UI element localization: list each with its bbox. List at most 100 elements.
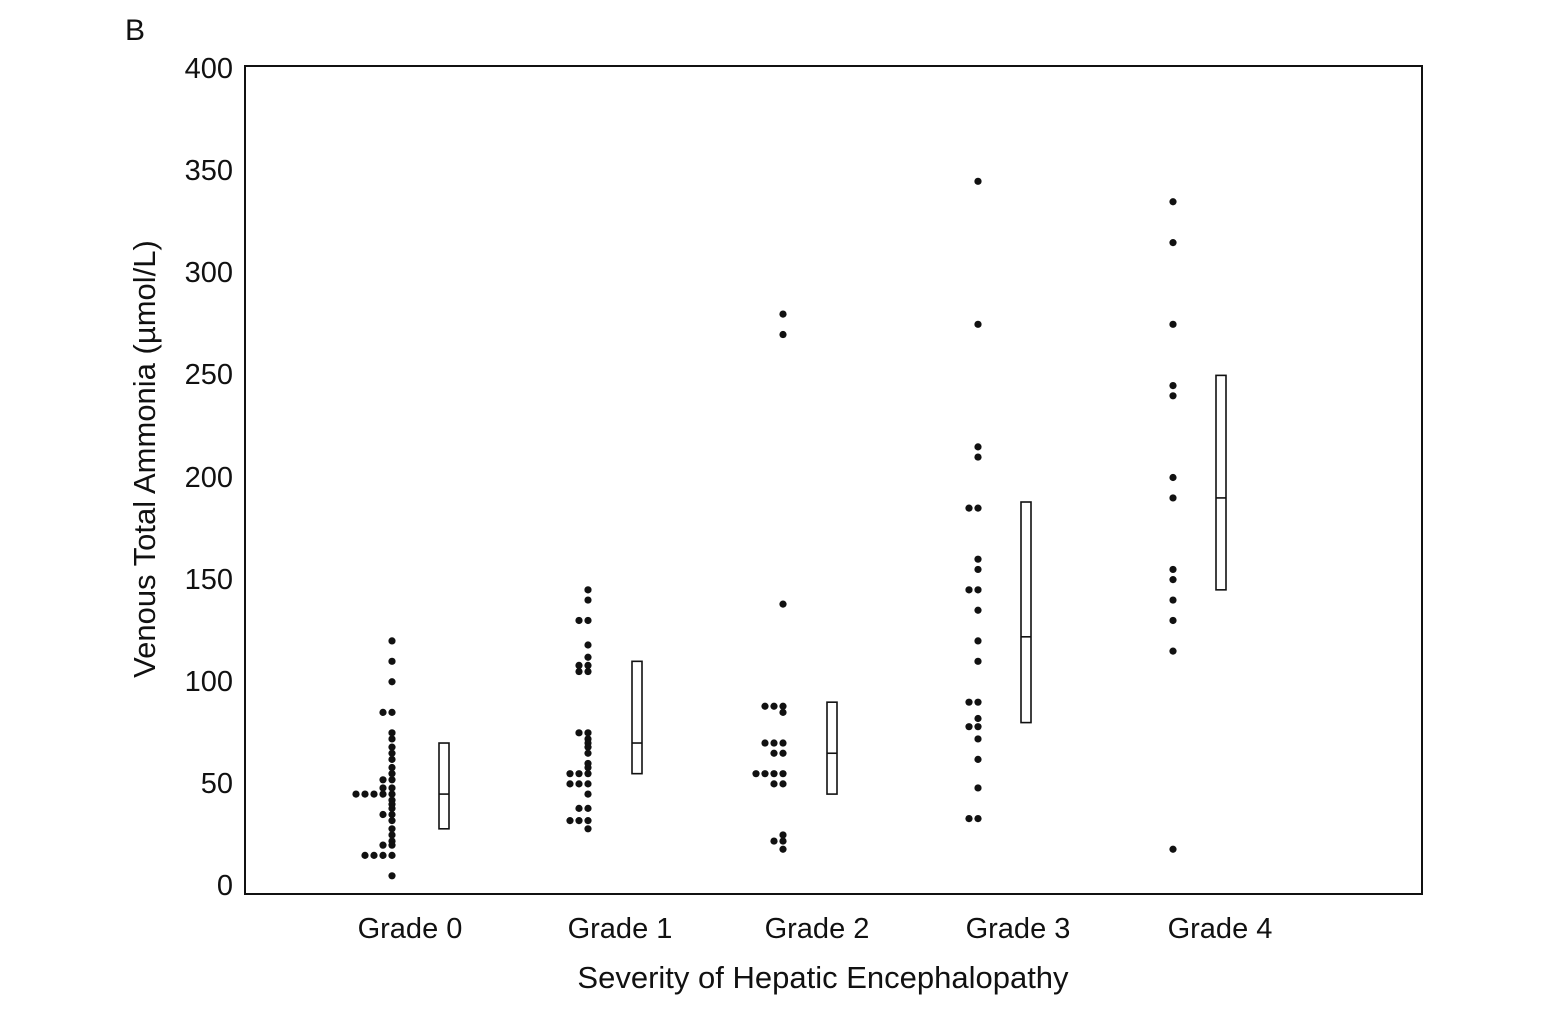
data-point xyxy=(974,320,982,328)
data-point xyxy=(974,453,982,461)
data-point xyxy=(974,443,982,451)
y-tick-label: 0 xyxy=(216,870,233,902)
data-point xyxy=(974,504,982,512)
x-tick-label: Grade 0 xyxy=(357,913,463,945)
data-point xyxy=(779,600,787,608)
data-point xyxy=(779,330,787,339)
range-box xyxy=(438,742,450,830)
data-point xyxy=(566,817,574,825)
data-point xyxy=(379,790,387,798)
data-point xyxy=(584,667,592,676)
data-point xyxy=(370,851,378,859)
data-point xyxy=(361,790,369,798)
data-point xyxy=(779,739,787,747)
data-point xyxy=(584,661,592,670)
data-point xyxy=(584,804,592,812)
data-point xyxy=(1169,845,1177,853)
data-point xyxy=(575,616,583,625)
y-tick-label: 300 xyxy=(184,257,233,290)
x-axis-label: Severity of Hepatic Encephalopathy xyxy=(577,960,1069,995)
data-point xyxy=(379,810,387,819)
data-point xyxy=(388,678,396,686)
data-point xyxy=(379,776,387,784)
y-tick-label: 150 xyxy=(184,563,233,596)
data-point xyxy=(388,784,396,792)
data-point xyxy=(388,657,396,665)
data-point xyxy=(388,776,396,784)
range-box xyxy=(631,660,643,775)
data-point xyxy=(584,749,592,757)
data-point xyxy=(584,616,592,625)
x-tick-label: Grade 3 xyxy=(965,913,1071,945)
x-tick-label: Grade 2 xyxy=(764,913,870,945)
data-point xyxy=(761,702,769,710)
data-point xyxy=(761,739,769,747)
range-box xyxy=(826,701,838,795)
data-point xyxy=(361,851,369,859)
data-point xyxy=(388,804,396,812)
data-point xyxy=(779,702,787,710)
data-point xyxy=(974,755,982,763)
data-point xyxy=(974,814,982,823)
data-point xyxy=(974,698,982,706)
data-point xyxy=(584,817,592,825)
data-point xyxy=(584,729,592,737)
data-point xyxy=(770,702,778,710)
data-point xyxy=(584,586,592,594)
range-box xyxy=(1020,501,1032,724)
data-point xyxy=(770,739,778,747)
x-tick-label: Grade 1 xyxy=(567,913,673,945)
data-point xyxy=(1169,565,1177,574)
y-axis-label: Venous Total Ammonia (µmol/L) xyxy=(127,240,162,678)
data-point xyxy=(974,723,982,731)
panel-label: B xyxy=(125,14,146,47)
data-point xyxy=(388,817,396,825)
data-point xyxy=(388,735,396,743)
data-point xyxy=(584,596,592,604)
data-point xyxy=(1169,616,1177,625)
data-point xyxy=(584,641,592,649)
range-box xyxy=(1215,374,1227,591)
data-point xyxy=(965,586,973,594)
data-point xyxy=(974,565,982,574)
data-point xyxy=(379,841,387,849)
data-point xyxy=(1169,647,1177,655)
data-point xyxy=(974,177,982,185)
data-point xyxy=(388,851,396,859)
boxes-layer xyxy=(438,374,1227,830)
plot-border xyxy=(244,65,1423,895)
data-point xyxy=(584,780,592,788)
data-point xyxy=(388,749,396,757)
data-point xyxy=(779,749,787,757)
data-point xyxy=(584,763,592,772)
data-point xyxy=(1169,494,1177,502)
data-point xyxy=(575,804,583,812)
data-point xyxy=(379,708,387,716)
data-point xyxy=(974,784,982,792)
data-point xyxy=(770,780,778,788)
data-point xyxy=(1169,392,1177,400)
data-point xyxy=(965,698,973,706)
data-point xyxy=(974,586,982,594)
data-point xyxy=(584,790,592,798)
data-point xyxy=(379,851,387,859)
x-tick-label: Grade 4 xyxy=(1167,913,1273,945)
data-point xyxy=(379,784,387,792)
data-point xyxy=(575,770,583,778)
data-point xyxy=(575,817,583,825)
y-tick-label: 250 xyxy=(184,359,233,392)
data-point xyxy=(575,661,583,670)
data-point xyxy=(388,770,396,778)
data-point xyxy=(388,810,396,819)
data-point xyxy=(388,825,396,833)
data-point xyxy=(352,790,360,798)
y-tick-label: 50 xyxy=(200,767,233,800)
data-point xyxy=(388,729,396,737)
plot-frame xyxy=(244,65,1423,895)
data-point xyxy=(584,825,592,833)
points-layer xyxy=(352,177,1177,880)
data-point xyxy=(1169,198,1177,206)
data-point xyxy=(779,831,787,839)
data-point xyxy=(575,780,583,788)
